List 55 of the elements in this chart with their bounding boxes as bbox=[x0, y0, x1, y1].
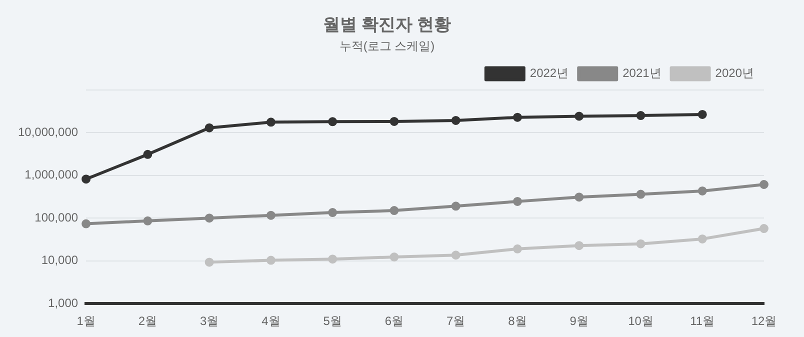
legend-label: 2021년 bbox=[622, 66, 662, 80]
point bbox=[636, 239, 646, 248]
point bbox=[451, 202, 460, 211]
y-tick-label: 10,000 bbox=[41, 253, 78, 268]
point bbox=[390, 252, 399, 262]
x-tick-label: 3월 bbox=[200, 314, 219, 328]
point bbox=[82, 174, 91, 184]
x-tick-label: 5월 bbox=[323, 314, 342, 328]
point bbox=[512, 196, 522, 206]
x-tick-label: 7월 bbox=[446, 314, 466, 328]
point bbox=[390, 206, 399, 216]
x-tick-label: 4월 bbox=[262, 314, 280, 328]
point bbox=[266, 210, 276, 220]
point bbox=[266, 118, 276, 127]
chart-title: 월별 확진자 현황 bbox=[322, 14, 452, 34]
x-tick-label: 6월 bbox=[384, 314, 404, 328]
point bbox=[451, 250, 460, 260]
point bbox=[204, 258, 214, 267]
y-tick-label: 1,000 bbox=[48, 296, 78, 310]
point bbox=[574, 192, 584, 202]
point bbox=[698, 234, 707, 244]
point bbox=[266, 256, 276, 265]
point bbox=[512, 112, 522, 122]
chart-subtitle: 누적(로그 스케일) bbox=[339, 38, 435, 53]
y-tick-label: 10,000,000 bbox=[18, 124, 78, 139]
point bbox=[390, 116, 399, 126]
y-tick-label: 100,000 bbox=[34, 210, 78, 224]
point bbox=[636, 190, 646, 199]
point bbox=[760, 224, 768, 234]
point bbox=[328, 254, 338, 264]
legend-label: 2020년 bbox=[715, 66, 754, 80]
x-tick-label: 11월 bbox=[690, 314, 715, 328]
x-tick-label: 10월 bbox=[628, 314, 654, 328]
x-tick-label: 2월 bbox=[138, 314, 158, 328]
point bbox=[698, 110, 707, 119]
point bbox=[698, 186, 707, 196]
point bbox=[328, 208, 338, 218]
point bbox=[143, 150, 152, 159]
point bbox=[143, 216, 152, 226]
point bbox=[574, 241, 584, 250]
x-tick-label: 9월 bbox=[570, 314, 588, 328]
x-tick-label: 12월 bbox=[751, 314, 777, 328]
point bbox=[451, 116, 460, 125]
legend-label: 2022년 bbox=[530, 66, 569, 80]
point bbox=[760, 180, 768, 189]
point bbox=[204, 123, 214, 132]
point bbox=[204, 214, 214, 223]
point bbox=[82, 219, 91, 228]
x-tick-label: 1월 bbox=[76, 314, 96, 328]
x-tick-label: 8월 bbox=[508, 314, 527, 328]
y-tick-label: 1,000,000 bbox=[24, 168, 78, 182]
point bbox=[574, 112, 584, 121]
point bbox=[512, 244, 522, 254]
point bbox=[328, 117, 338, 126]
point bbox=[636, 111, 646, 120]
